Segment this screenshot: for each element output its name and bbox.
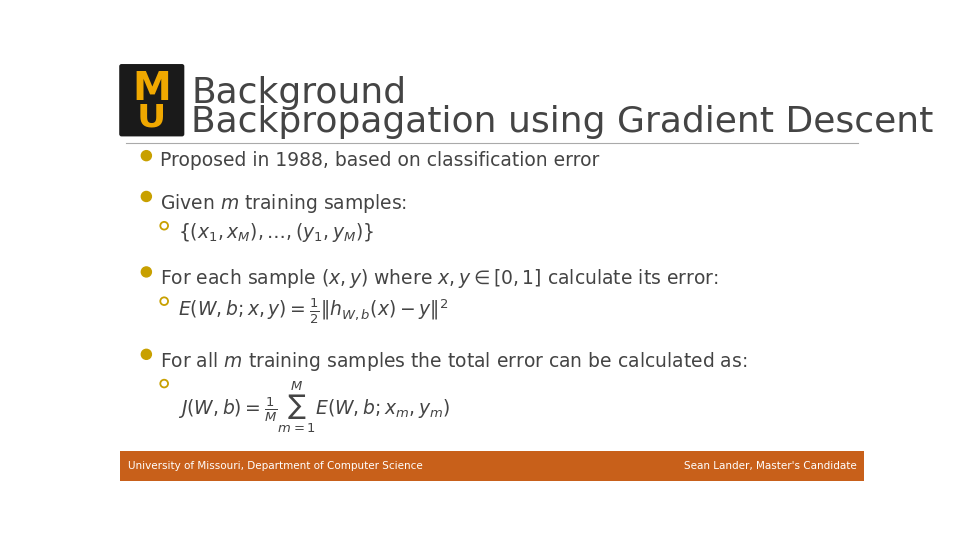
Text: Proposed in 1988, based on classification error: Proposed in 1988, based on classificatio… [160, 151, 600, 170]
Text: M: M [132, 70, 171, 107]
Text: U: U [137, 99, 166, 133]
Bar [125, 100, 179, 104]
FancyBboxPatch shape [119, 64, 184, 137]
Text: Sean Lander, Master's Candidate: Sean Lander, Master's Candidate [684, 461, 856, 471]
Text: $E(W, b; x, y) = \frac{1}{2}\|h_{W,b}(x) - y\|^2$: $E(W, b; x, y) = \frac{1}{2}\|h_{W,b}(x)… [179, 296, 448, 326]
Bar [120, 451, 864, 481]
Circle shape [141, 267, 152, 277]
Text: $J(W, b) = \frac{1}{M}\sum_{m=1}^{M} E(W, b; x_m, y_m)$: $J(W, b) = \frac{1}{M}\sum_{m=1}^{M} E(W… [179, 379, 450, 435]
Text: University of Missouri, Department of Computer Science: University of Missouri, Department of Co… [128, 461, 422, 471]
Text: $\{(x_1, x_M), \ldots, (y_1, y_M)\}$: $\{(x_1, x_M), \ldots, (y_1, y_M)\}$ [179, 221, 374, 244]
Text: For each sample $(x, y)$ where $x, y \in [0,1]$ calculate its error:: For each sample $(x, y)$ where $x, y \in… [160, 267, 719, 291]
Text: For all $m$ training samples the total error can be calculated as:: For all $m$ training samples the total e… [160, 350, 748, 373]
Circle shape [141, 151, 152, 161]
Circle shape [141, 349, 152, 359]
Circle shape [141, 192, 152, 201]
Text: Given $m$ training samples:: Given $m$ training samples: [160, 192, 407, 215]
Text: Backpropagation using Gradient Descent: Backpropagation using Gradient Descent [191, 105, 934, 139]
Text: Background: Background [191, 76, 406, 110]
